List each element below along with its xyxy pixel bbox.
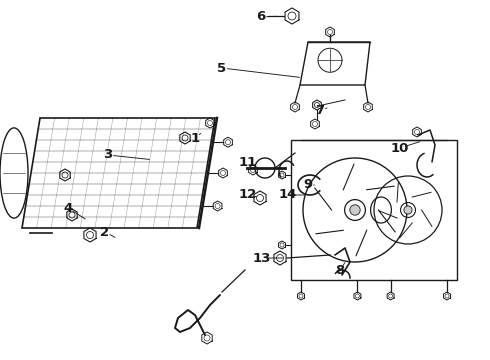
Text: 12: 12 — [239, 189, 257, 202]
Text: 14: 14 — [279, 189, 297, 202]
Text: 6: 6 — [256, 10, 266, 23]
Bar — [291, 140, 457, 280]
Text: 2: 2 — [100, 225, 110, 238]
Text: 1: 1 — [191, 131, 199, 144]
Text: 3: 3 — [103, 148, 113, 162]
Text: 13: 13 — [253, 252, 271, 265]
Text: 11: 11 — [239, 156, 257, 168]
Text: 10: 10 — [391, 141, 409, 154]
Circle shape — [404, 206, 412, 214]
Text: 9: 9 — [303, 179, 313, 192]
Text: 4: 4 — [63, 202, 73, 215]
Text: 5: 5 — [218, 62, 226, 75]
Text: 7: 7 — [316, 104, 324, 117]
Circle shape — [350, 205, 360, 215]
Text: 8: 8 — [335, 264, 344, 276]
